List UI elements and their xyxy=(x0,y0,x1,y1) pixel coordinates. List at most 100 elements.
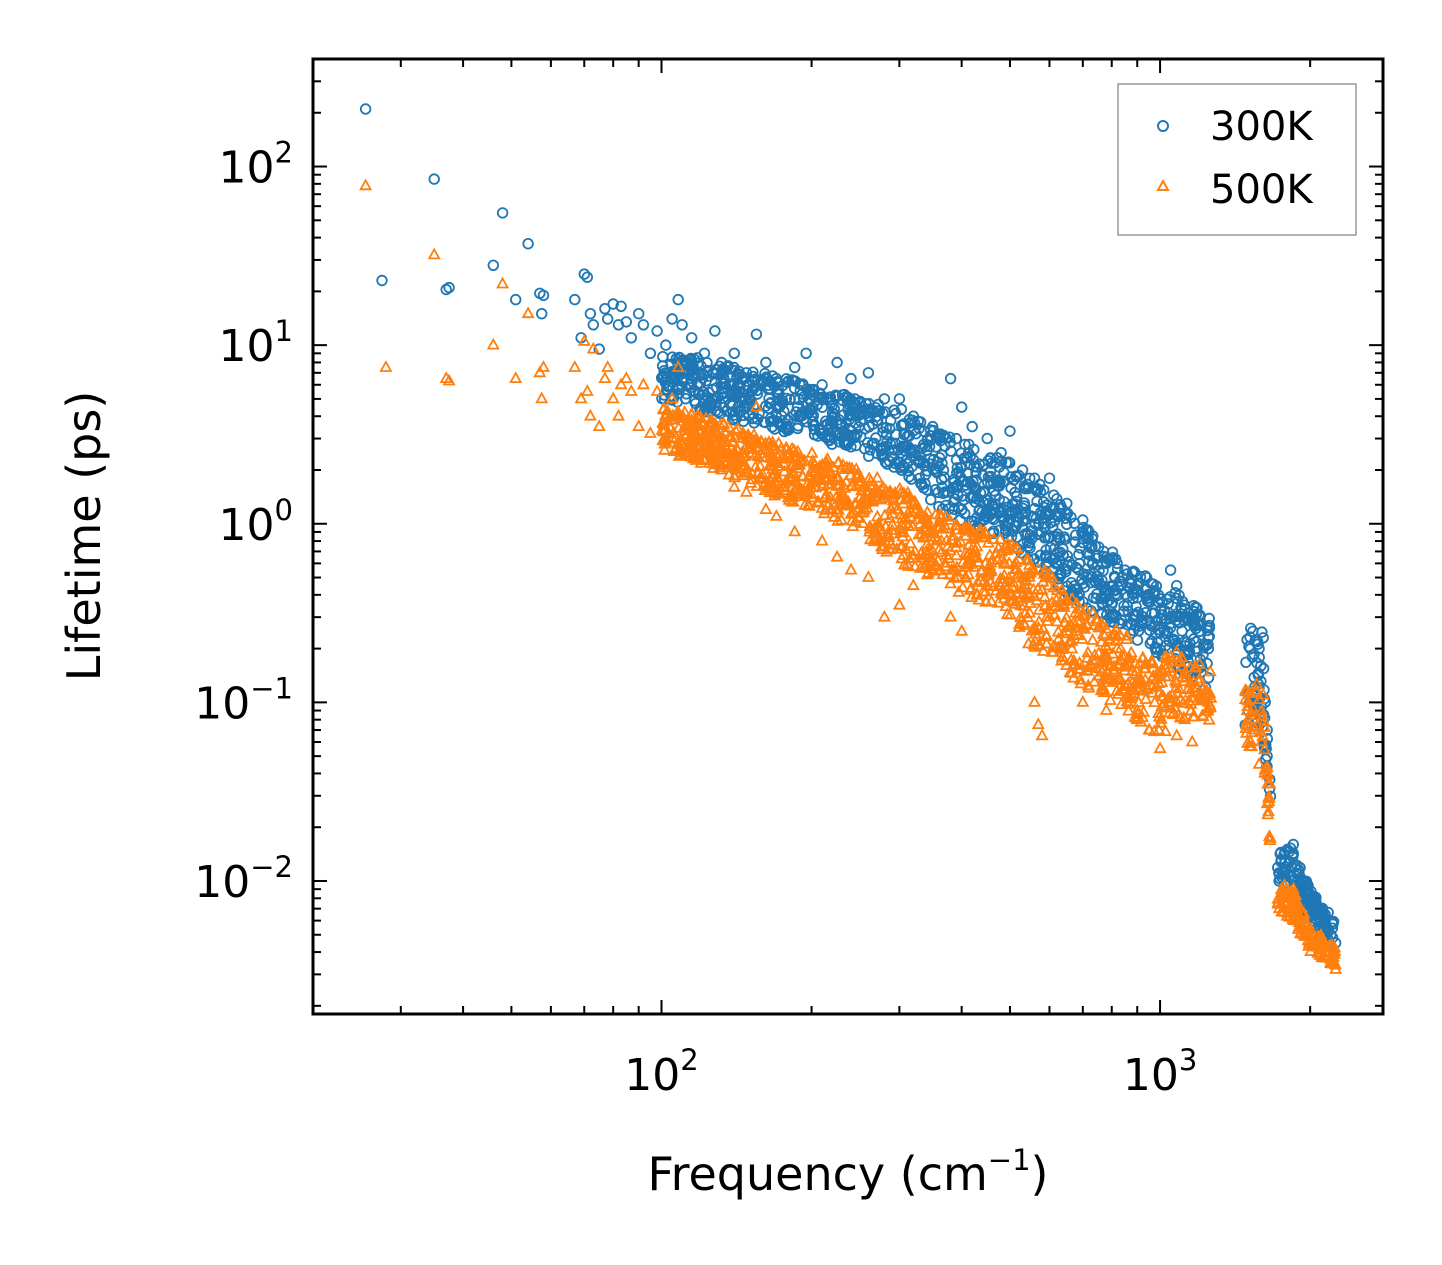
point-500k xyxy=(931,553,945,566)
point-500k xyxy=(1249,684,1263,697)
point-500k xyxy=(1239,683,1254,696)
point-300k xyxy=(859,423,871,435)
point-300k xyxy=(831,356,843,369)
point-300k xyxy=(1202,672,1215,684)
point-500k xyxy=(883,487,897,499)
point-300k xyxy=(1065,511,1077,524)
point-500k xyxy=(1053,594,1067,607)
legend: 300K 500K xyxy=(1117,83,1357,236)
point-300k xyxy=(1185,628,1197,640)
point-500k xyxy=(1196,709,1210,721)
point-500k xyxy=(874,539,889,552)
point-500k xyxy=(1192,674,1206,687)
point-500k xyxy=(943,513,957,525)
point-300k xyxy=(801,416,813,428)
point-300k xyxy=(950,432,963,445)
point-300k xyxy=(1274,873,1286,885)
point-300k xyxy=(761,373,773,385)
point-300k xyxy=(905,473,918,485)
point-300k xyxy=(966,420,978,433)
point-500k xyxy=(1311,937,1326,950)
point-500k xyxy=(1054,653,1069,666)
point-500k xyxy=(1003,575,1017,588)
point-500k xyxy=(1284,885,1298,898)
point-500k xyxy=(997,591,1011,604)
legend-marker-300k xyxy=(1157,120,1169,132)
point-500k xyxy=(875,482,889,494)
point-500k xyxy=(788,524,802,537)
point-500k xyxy=(902,551,916,564)
point-500k xyxy=(1133,656,1147,668)
point-300k xyxy=(615,300,627,313)
point-500k xyxy=(1169,681,1183,693)
point-300k xyxy=(1135,610,1148,622)
point-300k xyxy=(963,438,975,451)
point-500k xyxy=(966,532,980,544)
point-300k xyxy=(1140,572,1153,584)
point-300k xyxy=(984,465,997,477)
point-500k xyxy=(592,419,606,432)
point-500k xyxy=(741,432,755,444)
point-300k xyxy=(862,367,875,379)
point-500k xyxy=(1182,693,1196,706)
point-300k xyxy=(864,444,877,456)
point-500k xyxy=(844,562,858,575)
point-300k xyxy=(778,405,790,417)
point-300k xyxy=(1176,595,1189,608)
point-300k xyxy=(999,520,1011,532)
point-500k xyxy=(379,360,393,372)
point-300k xyxy=(912,415,925,428)
point-300k xyxy=(1019,514,1031,527)
point-500k xyxy=(1027,695,1042,707)
point-500k xyxy=(779,442,793,455)
point-500k xyxy=(827,473,841,486)
point-500k xyxy=(780,473,794,485)
point-300k xyxy=(820,415,832,427)
point-500k xyxy=(811,470,825,482)
point-500k xyxy=(993,532,1007,545)
point-500k xyxy=(694,456,708,468)
point-500k xyxy=(929,507,943,520)
point-300k xyxy=(496,207,509,219)
point-300k xyxy=(593,343,605,355)
point-500k xyxy=(1185,734,1199,747)
point-300k xyxy=(794,385,807,397)
point-500k xyxy=(1099,638,1113,651)
tick-labels: 102 103 10−2 10−1 100 101 102 xyxy=(194,136,1197,1101)
point-300k xyxy=(1029,518,1042,530)
point-500k xyxy=(535,391,549,404)
point-500k xyxy=(1168,700,1182,713)
point-300k xyxy=(841,437,853,449)
point-500k xyxy=(1098,628,1112,641)
point-500k xyxy=(1032,602,1046,615)
point-300k xyxy=(672,293,684,306)
point-500k xyxy=(1120,632,1134,644)
point-500k xyxy=(1072,655,1087,668)
point-300k xyxy=(625,332,638,344)
point-300k xyxy=(1144,617,1157,630)
point-500k xyxy=(1059,610,1073,623)
point-300k xyxy=(1139,570,1152,582)
point-300k xyxy=(1118,600,1130,612)
point-500k xyxy=(912,527,926,540)
point-300k xyxy=(1291,859,1303,872)
point-500k xyxy=(949,518,963,530)
point-500k xyxy=(1115,648,1129,661)
point-300k xyxy=(968,491,980,503)
point-300k xyxy=(676,319,688,331)
point-300k xyxy=(607,298,619,310)
point-500k xyxy=(1018,572,1032,585)
point-500k xyxy=(829,502,843,515)
point-300k xyxy=(672,368,685,380)
point-500k xyxy=(935,509,949,521)
series-500k xyxy=(359,178,1343,974)
point-500k xyxy=(952,585,966,597)
point-300k xyxy=(944,372,957,385)
point-500k xyxy=(580,384,594,396)
point-500k xyxy=(1103,672,1118,684)
point-500k xyxy=(744,476,758,488)
point-300k xyxy=(428,173,440,185)
point-300k xyxy=(1130,600,1142,613)
point-500k xyxy=(568,360,582,372)
point-500k xyxy=(814,473,828,486)
